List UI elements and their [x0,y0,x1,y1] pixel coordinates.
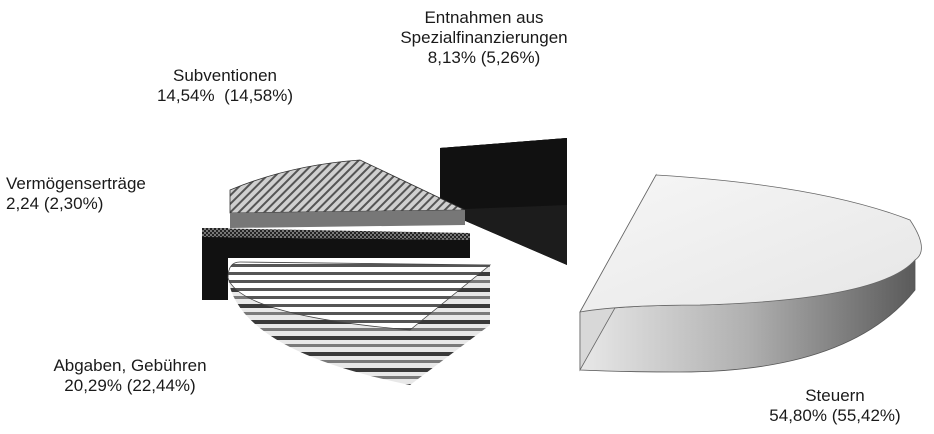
label-subventionen-name: Subventionen [173,66,277,85]
slice-entnahmen [440,138,567,265]
label-subventionen: Subventionen 14,54% (14,58%) [130,66,320,106]
label-subventionen-prev: (14,58%) [224,86,294,105]
label-steuern-value: 54,80% (55,42%) [740,406,930,426]
slice-entnahmen-edge [440,138,567,210]
slice-abgaben [227,261,492,385]
slice-vermoegensertraege [202,228,470,300]
label-vermoegensertraege-pct: 2,24 [6,194,40,213]
label-subventionen-value: 14,54% (14,58%) [130,86,320,106]
label-entnahmen-name-1: Entnahmen aus [424,8,544,27]
label-abgaben-value: 20,29% (22,44%) [20,376,240,396]
slice-subventionen-side [230,210,465,228]
label-entnahmen-value: 8,13% (5,26%) [360,48,608,68]
label-entnahmen-prev: (5,26%) [480,48,541,67]
slice-steuern-top [579,174,922,313]
label-abgaben-prev: (22,44%) [126,376,196,395]
slice-vermoegensertraege-top [202,228,470,240]
slice-steuern [579,173,922,373]
label-subventionen-pct: 14,54% [156,86,215,105]
slice-vermoegensertraege-front [202,237,470,300]
slice-subventionen-top [229,159,466,214]
label-abgaben-name: Abgaben, Gebühren [53,356,207,375]
slice-abgaben-right [410,265,490,385]
label-entnahmen-name-2: Spezialfinanzierungen [400,28,568,47]
label-vermoegensertraege-prev: (2,30%) [43,194,104,213]
slice-abgaben-side [228,278,410,385]
label-entnahmen: Entnahmen aus Spezialfinanzierungen 8,13… [360,8,608,68]
label-steuern-name: Steuern [805,386,865,405]
label-steuern: Steuern 54,80% (55,42%) [740,386,930,426]
label-abgaben: Abgaben, Gebühren 20,29% (22,44%) [20,356,240,396]
slice-abgaben-top [227,261,492,331]
label-steuern-pct: 54,80% [769,406,827,425]
label-entnahmen-pct: 8,13% [427,48,476,67]
slice-subventionen [229,159,466,228]
label-steuern-prev: (55,42%) [831,406,901,425]
label-vermoegensertraege-value: 2,24 (2,30%) [6,194,206,214]
label-vermoegensertraege: Vermögenserträge 2,24 (2,30%) [6,174,206,214]
label-vermoegensertraege-name: Vermögenserträge [6,174,146,193]
label-abgaben-pct: 20,29% [64,376,122,395]
